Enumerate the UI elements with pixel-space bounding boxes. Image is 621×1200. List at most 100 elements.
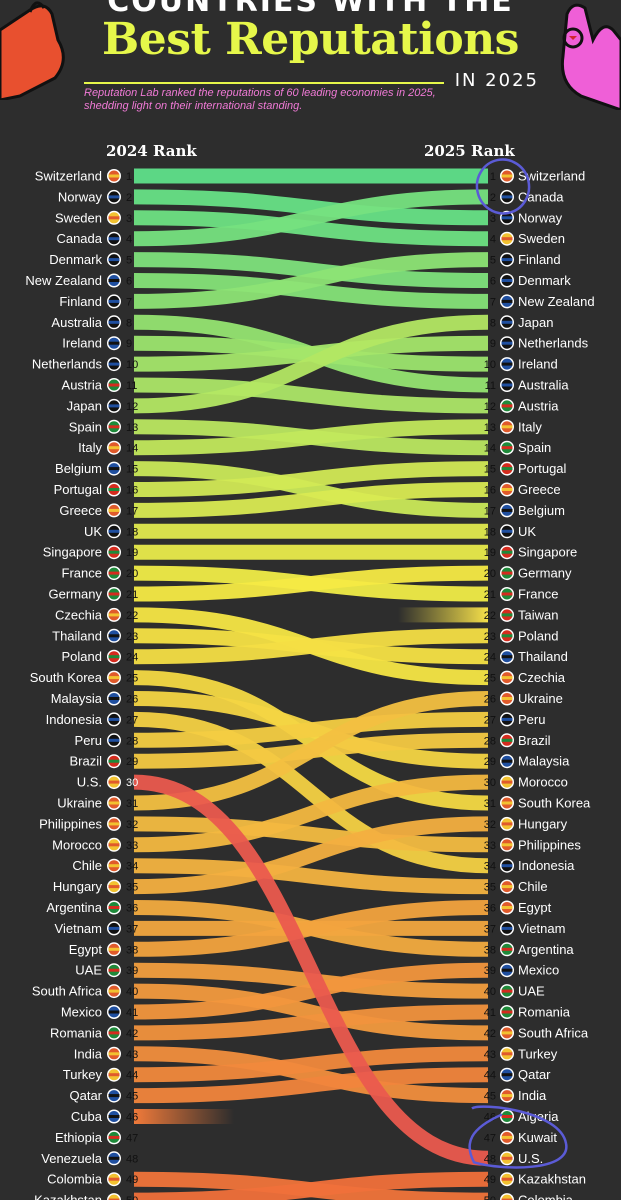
left-country-label: U.S. — [77, 775, 102, 790]
right-rank-label: 7 — [490, 296, 496, 308]
flag-icon-ukraine-left — [107, 796, 121, 810]
ribbon-japan — [133, 314, 489, 414]
left-rank-label: 45 — [126, 1091, 138, 1103]
right-country-label: South Korea — [518, 796, 591, 811]
flag-icon-cuba-left — [107, 1109, 121, 1124]
ribbon-canada — [133, 189, 489, 247]
left-country-label: Poland — [62, 649, 102, 664]
left-country-label: Vietnam — [55, 921, 102, 936]
right-rank-label: 35 — [484, 882, 496, 894]
left-country-label: Ethiopia — [55, 1130, 103, 1145]
ribbon-netherlands — [133, 335, 489, 372]
left-rank-label: 2 — [126, 192, 132, 204]
flag-icon-sweden-left — [107, 210, 121, 225]
flag-icon-mexico-left — [107, 1005, 121, 1019]
left-country-label: Venezuela — [41, 1151, 102, 1166]
flag-icon-india-right — [500, 1088, 514, 1103]
left-country-label: Thailand — [52, 628, 102, 643]
right-rank-label: 20 — [484, 568, 496, 580]
flag-icon-switzerland-right — [500, 169, 514, 183]
right-country-label: Argentina — [518, 942, 574, 957]
right-rank-label: 46 — [484, 1112, 496, 1124]
left-country-label: Portugal — [54, 482, 103, 497]
flag-icon-ireland-left — [107, 336, 121, 351]
right-rank-label: 38 — [484, 944, 496, 956]
flag-icon-colombia-right — [500, 1193, 514, 1200]
flag-icon-new-zealand-right — [500, 294, 514, 309]
right-rank-label: 13 — [484, 422, 496, 434]
flag-icon-singapore-left — [107, 545, 121, 560]
right-country-label: Netherlands — [518, 336, 589, 351]
left-rank-label: 29 — [126, 756, 138, 768]
ribbon-hungary — [133, 816, 489, 895]
right-country-label: Vietnam — [518, 921, 565, 936]
left-country-label: New Zealand — [25, 273, 102, 288]
flag-icon-philippines-right — [500, 837, 514, 852]
left-rank-label: 19 — [126, 547, 138, 559]
right-country-label: Denmark — [518, 273, 571, 288]
left-country-label: Germany — [49, 587, 103, 602]
left-country-label: South Africa — [32, 984, 103, 999]
flag-icon-peru-right — [500, 712, 514, 727]
ribbon-kazakhstan — [133, 1171, 489, 1200]
ribbon-portugal — [133, 461, 489, 497]
right-rank-label: 2 — [490, 192, 496, 204]
left-country-label: Peru — [75, 733, 102, 748]
flag-icon-malaysia-right — [500, 754, 514, 769]
flag-icon-vietnam-left — [107, 921, 121, 936]
left-rank-label: 35 — [126, 882, 138, 894]
flag-icon-denmark-left — [107, 252, 121, 267]
flag-icon-egypt-left — [107, 942, 121, 957]
right-rank-label: 11 — [485, 380, 496, 392]
flag-icon-italy-left — [107, 440, 121, 455]
left-rank-label: 1 — [126, 171, 132, 183]
ribbon-india — [133, 1046, 489, 1104]
right-country-label: UAE — [518, 984, 545, 999]
right-rank-label: 34 — [484, 861, 496, 873]
right-country-label: Morocco — [518, 775, 568, 790]
left-country-label: UK — [84, 524, 102, 539]
thumbs-up-hand-icon — [0, 1, 65, 100]
right-country-label: Romania — [518, 1005, 571, 1020]
left-rank-label: 13 — [126, 422, 138, 434]
flag-icon-vietnam-right — [500, 921, 514, 936]
ribbon-group-highlight — [133, 774, 489, 1166]
flag-icon-colombia-left — [107, 1172, 121, 1187]
left-country-label: Argentina — [46, 900, 102, 915]
left-country-label: Greece — [59, 503, 102, 518]
flag-icon-uae-right — [500, 984, 514, 999]
flag-icon-belgium-right — [500, 503, 514, 518]
left-country-label: Singapore — [43, 545, 102, 560]
left-country-label: Denmark — [49, 252, 102, 267]
right-country-label: Qatar — [518, 1067, 551, 1082]
right-rank-label: 32 — [484, 819, 496, 831]
left-rank-label: 24 — [126, 652, 138, 664]
left-country-label: Finland — [59, 294, 102, 309]
flag-icon-qatar-left — [107, 1088, 121, 1103]
left-country-label: Cuba — [71, 1109, 103, 1124]
flag-icon-u-s-left — [107, 775, 121, 790]
flag-icon-romania-left — [107, 1025, 121, 1040]
left-rank-label: 40 — [126, 986, 138, 998]
right-country-label: Egypt — [518, 900, 552, 915]
flag-icon-indonesia-right — [500, 858, 514, 873]
right-rank-label: 8 — [490, 317, 496, 329]
left-rank-label: 34 — [126, 861, 138, 873]
flag-icon-portugal-left — [107, 482, 121, 497]
flag-icon-argentina-left — [107, 900, 121, 915]
left-rank-label: 42 — [126, 1028, 138, 1040]
right-rank-label: 1 — [490, 171, 496, 183]
right-country-label: Mexico — [518, 963, 559, 978]
right-rank-label: 26 — [484, 694, 496, 706]
left-country-label: Ireland — [62, 336, 102, 351]
flag-icon-japan-left — [107, 398, 121, 413]
flag-icon-greece-right — [500, 482, 514, 497]
chart-header: Countries with the Best Reputations IN 2… — [0, 0, 621, 140]
left-country-label: Philippines — [39, 816, 102, 831]
left-rank-label: 15 — [126, 464, 138, 476]
left-rank-label: 47 — [126, 1132, 138, 1144]
ribbon-poland — [133, 628, 489, 665]
left-rank-label: 27 — [126, 714, 138, 726]
right-rank-label: 18 — [484, 526, 496, 538]
right-rank-label: 12 — [484, 401, 496, 413]
